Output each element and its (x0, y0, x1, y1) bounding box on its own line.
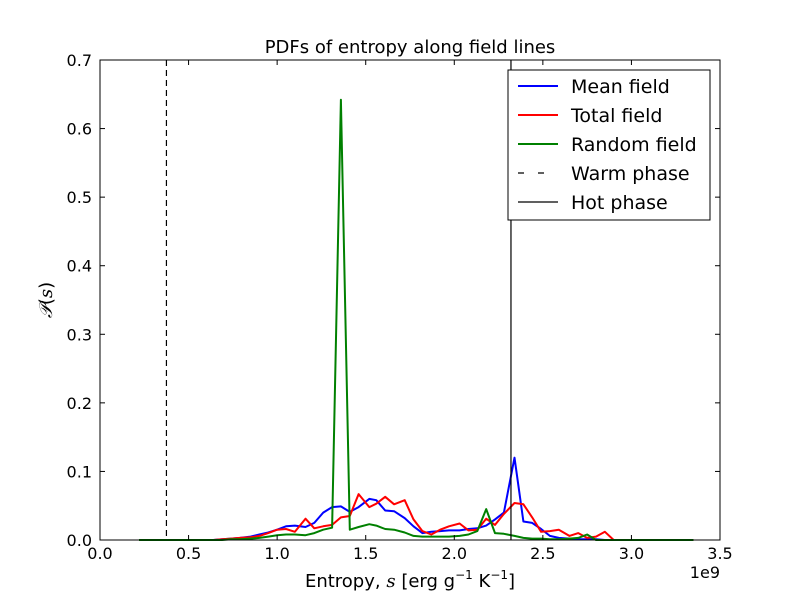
legend-label-total-field: Total field (570, 105, 662, 127)
y-axis-title: 𝒫(s) (36, 282, 57, 318)
series-line-mean-field (139, 456, 694, 541)
y-tick-label: 0.6 (67, 120, 92, 139)
y-axis-ticks: 0.0 0.1 0.2 0.3 0.4 0.5 0.6 0.7 (67, 51, 720, 550)
y-tick-label: 0.7 (67, 51, 92, 70)
y-tick-label: 0.1 (67, 462, 92, 481)
x-axis-title-exp2: −1 (490, 568, 508, 582)
x-tick-label: 3.0 (619, 544, 644, 563)
legend-label-warm-phase: Warm phase (571, 163, 690, 185)
y-axis-title-close: ) (36, 282, 57, 289)
x-offset-label: 1e9 (690, 563, 720, 582)
legend-items: Mean field Total field Random field Warm ph… (518, 76, 697, 214)
x-axis-title-end: ] (508, 571, 515, 592)
reference-lines (165, 60, 512, 540)
legend: Mean field Total field Random field Warm ph… (507, 69, 711, 221)
x-tick-label: 2.0 (442, 544, 467, 563)
y-tick-label: 0.0 (67, 531, 92, 550)
legend-label-mean-field: Mean field (571, 76, 670, 98)
y-tick-label: 0.3 (67, 325, 92, 344)
x-axis-title-exp1: −1 (455, 568, 473, 582)
legend-label-random-field: Random field (571, 134, 697, 156)
x-tick-label: 3.5 (707, 544, 732, 563)
x-axis-title: Entropy, s [erg g−1 K−1] (305, 568, 515, 592)
x-axis-title-prefix: Entropy, (305, 571, 386, 592)
x-tick-label: 1.0 (264, 544, 289, 563)
x-tick-label: 0.0 (87, 544, 112, 563)
x-axis-title-unit: [erg g (396, 571, 455, 592)
y-tick-label: 0.2 (67, 394, 92, 413)
x-axis-ticks: 0.0 0.5 1.0 1.5 2.0 2.5 3.0 3.5 (87, 60, 733, 563)
y-tick-label: 0.4 (67, 257, 92, 276)
y-axis-title-symbol: s (36, 289, 57, 298)
x-axis-title-symbol: s (386, 571, 395, 592)
series-line-total-field (139, 493, 694, 541)
y-tick-label: 0.5 (67, 188, 92, 207)
legend-label-hot-phase: Hot phase (571, 192, 668, 214)
x-tick-label: 1.5 (353, 544, 378, 563)
y-axis-title-open: ( (36, 298, 57, 305)
plot-frame (99, 59, 721, 541)
x-axis-title-unit-k: K (473, 571, 492, 592)
x-tick-label: 2.5 (530, 544, 555, 563)
chart-title: PDFs of entropy along field lines (265, 37, 556, 58)
x-tick-label: 0.5 (176, 544, 201, 563)
